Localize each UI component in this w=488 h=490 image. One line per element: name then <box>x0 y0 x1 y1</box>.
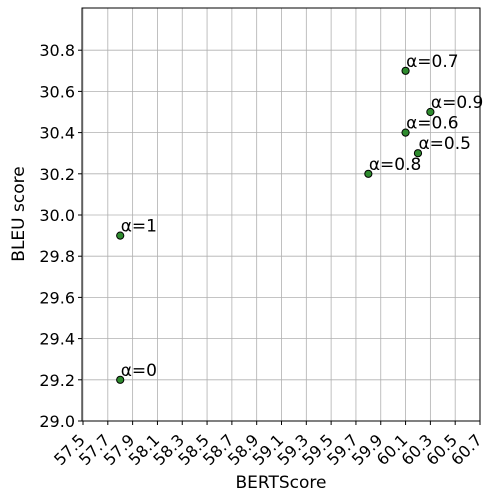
data-point <box>401 128 410 137</box>
x-axis-title: BERTScore <box>236 473 327 490</box>
y-tick-label: 30.4 <box>39 124 75 143</box>
data-points <box>116 66 435 384</box>
data-point <box>413 149 423 158</box>
axis-ticks: 57.557.757.958.158.358.558.758.959.159.3… <box>39 41 485 469</box>
y-tick-label: 29.4 <box>39 330 75 349</box>
y-axis-title: BLEU score <box>9 166 29 261</box>
point-label: α=0 <box>121 361 157 381</box>
point-label: α=0.7 <box>406 52 459 72</box>
point-label: α=1 <box>121 217 157 237</box>
data-point <box>116 375 125 384</box>
point-label: α=0.9 <box>431 93 484 113</box>
y-tick-label: 29.6 <box>39 288 75 307</box>
y-tick-label: 30.0 <box>39 206 75 225</box>
y-tick-label: 30.2 <box>39 165 75 184</box>
y-tick-label: 29.0 <box>39 412 75 431</box>
point-label: α=0.8 <box>369 155 422 175</box>
data-point <box>426 107 435 117</box>
y-tick-label: 30.8 <box>39 41 75 60</box>
y-tick-label: 30.6 <box>39 82 75 101</box>
data-point <box>116 231 125 240</box>
data-point <box>401 66 410 75</box>
y-tick-label: 29.2 <box>39 371 75 390</box>
point-labels: α=0 α=1 α=0.8α=0.5α=0.6α=0.9 α=0.7 <box>121 52 484 381</box>
point-label: α=0.5 <box>418 134 471 154</box>
point-label: α=0.6 <box>406 114 459 134</box>
data-point <box>364 169 373 178</box>
y-tick-label: 29.8 <box>39 247 75 266</box>
